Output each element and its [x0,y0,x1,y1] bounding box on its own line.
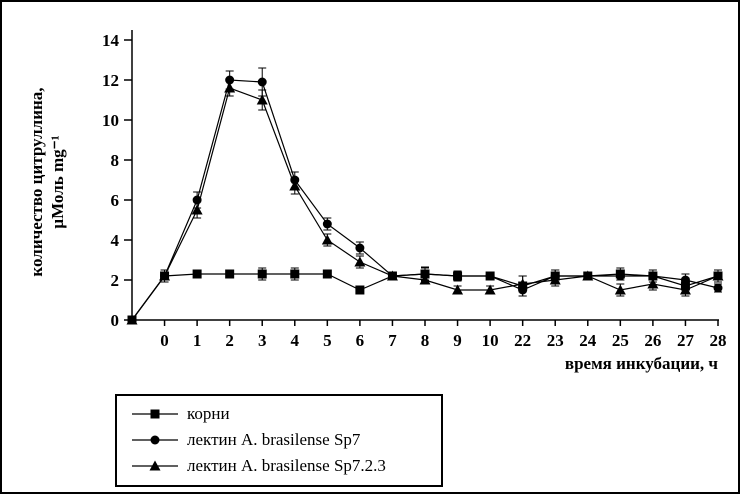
svg-text:22: 22 [514,331,531,350]
circle-marker-icon [132,435,178,445]
svg-text:27: 27 [677,331,695,350]
svg-text:9: 9 [453,331,462,350]
svg-text:10: 10 [102,111,119,130]
svg-text:2: 2 [225,331,234,350]
svg-text:7: 7 [388,331,397,350]
svg-text:8: 8 [421,331,430,350]
svg-text:6: 6 [356,331,365,350]
svg-text:6: 6 [111,191,120,210]
triangle-marker-icon [132,460,178,471]
svg-text:23: 23 [547,331,564,350]
legend-item-lectin-sp7: лектин A. brasilense Sp7 [131,427,431,453]
square-marker-icon [132,409,178,419]
legend-item-lectin-sp723: лектин A. brasilense Sp7.2.3 [131,453,431,479]
svg-text:24: 24 [579,331,597,350]
svg-text:14: 14 [102,31,120,50]
legend-label-lectin-sp7: лектин A. brasilense Sp7 [187,430,361,449]
x-axis-label: время инкубации, ч [564,354,718,373]
svg-text:0: 0 [111,311,120,330]
legend-box: корни лектин A. brasilense Sp7 лектин A.… [115,394,443,487]
svg-text:0: 0 [160,331,169,350]
svg-text:4: 4 [111,231,120,250]
svg-text:28: 28 [710,331,727,350]
legend-item-roots: корни [131,401,431,427]
svg-text:26: 26 [644,331,661,350]
svg-text:4: 4 [291,331,300,350]
svg-text:8: 8 [111,151,120,170]
svg-text:12: 12 [102,71,119,90]
svg-text:5: 5 [323,331,332,350]
legend-label-lectin-sp723: лектин A. brasilense Sp7.2.3 [187,456,386,475]
legend-label-roots: корни [187,404,230,423]
svg-text:25: 25 [612,331,629,350]
svg-text:1: 1 [193,331,202,350]
svg-text:10: 10 [482,331,499,350]
svg-text:3: 3 [258,331,267,350]
svg-text:2: 2 [111,271,120,290]
